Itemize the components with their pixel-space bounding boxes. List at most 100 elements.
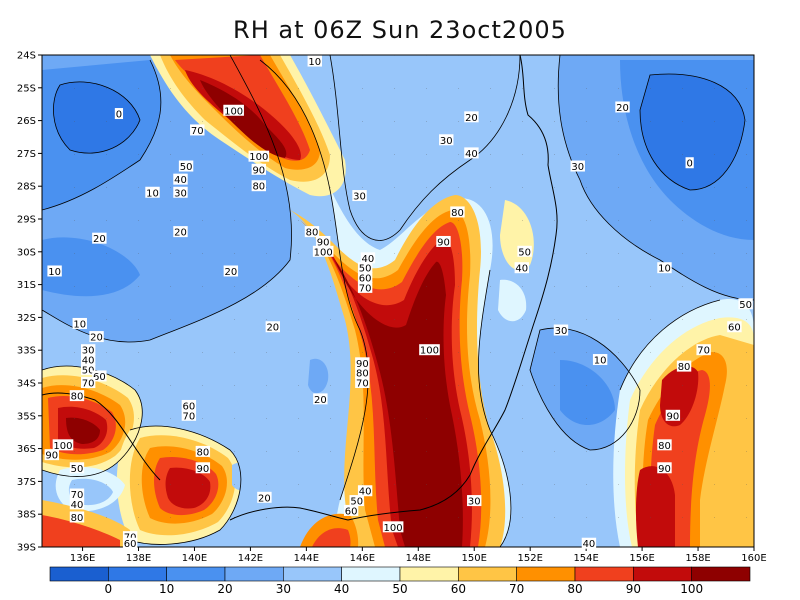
contour-label-bg (173, 186, 188, 198)
contour-label-bg (80, 344, 96, 356)
colorbar-swatch (108, 566, 167, 582)
contour-label: 60 (357, 272, 373, 285)
latitude-axis: 24S 25S 26S 27S 28S 29S 30S 31S 32S 33S 34S 35S 36S 3… (17, 51, 42, 554)
lat-tick-label: 30S (17, 247, 36, 258)
contour-label: 70 (357, 281, 373, 294)
map-title: RH at 06Z Sun 23oct2005 (233, 16, 567, 44)
contour-label-text: 40 (82, 356, 95, 367)
contour-label-text: 40 (515, 264, 528, 275)
contour-label: 100 (52, 439, 74, 452)
contour-label-text: 80 (71, 513, 84, 524)
contour-label: 30 (467, 495, 482, 508)
contour-label: 80 (251, 180, 267, 193)
contour-label-bg (190, 124, 205, 136)
contour-label-text: 40 (174, 175, 187, 186)
contour-label: 20 (464, 111, 479, 124)
contour-label-text: 0 (686, 159, 692, 170)
contour-label-text: 80 (356, 369, 369, 380)
contour-label-text: 90 (437, 237, 450, 248)
colorbar-swatch (633, 566, 692, 582)
contour-label-text: 70 (71, 490, 84, 501)
lon-tick-label: 158E (685, 553, 710, 564)
contour-label-text: 50 (359, 264, 372, 275)
contour-label-text: 30 (555, 326, 568, 337)
contour-label-text: 100 (53, 441, 72, 452)
contour-label: 20 (173, 226, 188, 239)
contour-label-text: 80 (658, 441, 671, 452)
contour-label-bg (657, 262, 672, 274)
contour-label-text: 90 (196, 464, 209, 475)
contour-label: 80 (657, 439, 672, 452)
contour-label: 30 (439, 134, 454, 147)
contour-label-bg (312, 245, 334, 257)
contour-label: 20 (257, 491, 272, 504)
lat-tick-label: 35S (17, 411, 36, 422)
contour-label-bg (145, 186, 160, 198)
contour-label-bg (696, 344, 711, 356)
contour-label-text: 100 (224, 106, 243, 117)
contour-label-text: 80 (678, 362, 691, 373)
lon-tick-label: 144E (294, 553, 319, 564)
contour-label: 70 (696, 344, 711, 357)
contour-label-text: 90 (667, 411, 680, 422)
contour-label-bg (727, 321, 742, 333)
lon-tick-label: 142E (238, 553, 263, 564)
colorbar-swatch (516, 566, 576, 582)
contour-label-text: 10 (308, 57, 321, 68)
colorbar-label: 60 (451, 582, 466, 596)
colorbar-label: 0 (105, 582, 113, 596)
contour-label-bg (357, 262, 373, 274)
contour-label-text: 100 (249, 152, 268, 163)
contour-label-text: 80 (451, 208, 464, 219)
contour-label: 100 (419, 344, 440, 357)
contour-label-text: 90 (45, 451, 58, 462)
contour-label-bg (419, 344, 440, 356)
contour-label: 30 (553, 324, 569, 337)
contour-label-bg (685, 157, 694, 169)
contour-label: 40 (173, 173, 188, 186)
contour-label: 50 (517, 245, 532, 258)
contour-label-bg (439, 134, 454, 146)
contour-label-bg (349, 495, 364, 507)
contour-label: 90 (436, 235, 451, 248)
contour-label: 60 (343, 504, 359, 517)
contour-label: 50 (69, 462, 85, 475)
lon-tick-label: 160E (741, 553, 766, 564)
contour-label-bg (450, 206, 465, 218)
contour-label-bg (360, 252, 376, 264)
colorbar-swatch (574, 566, 634, 582)
contour-label-bg (69, 498, 85, 510)
contour-label: 50 (178, 160, 194, 173)
contour-label: 80 (195, 445, 211, 458)
contour-label-text: 70 (697, 346, 710, 357)
colorbar-swatch (691, 566, 751, 582)
contour-label-text: 60 (359, 274, 372, 285)
contour-label-text: 50 (71, 464, 84, 475)
contour-label: 40 (514, 262, 529, 275)
contour-label-bg (80, 354, 96, 366)
contour-label-bg (313, 393, 328, 405)
contour-label-text: 30 (571, 162, 584, 173)
lon-tick-label: 138E (126, 553, 151, 564)
contour-label-bg (657, 462, 672, 474)
contour-label: 0 (685, 157, 694, 170)
contour-label: 80 (450, 206, 465, 219)
contour-label-bg (464, 111, 479, 123)
contour-label: 50 (738, 298, 753, 311)
contour-label: 10 (145, 186, 160, 199)
colorbar-swatch (341, 566, 401, 582)
contour-label-bg (665, 409, 681, 421)
contour-label: 90 (195, 462, 211, 475)
contour-label: 0 (114, 108, 124, 121)
contour-label: 10 (657, 262, 672, 275)
contour-label-text: 10 (73, 319, 86, 330)
contour-label-text: 60 (183, 401, 196, 412)
contour-label: 30 (80, 344, 96, 357)
lon-tick-label: 140E (182, 553, 207, 564)
contour-label-text: 70 (82, 379, 95, 390)
contour-label: 50 (349, 495, 364, 508)
colorbar-label: 80 (567, 582, 582, 596)
contour-label-text: 60 (728, 323, 741, 334)
contour-label-text: 10 (594, 356, 607, 367)
contour-label: 40 (80, 354, 96, 367)
